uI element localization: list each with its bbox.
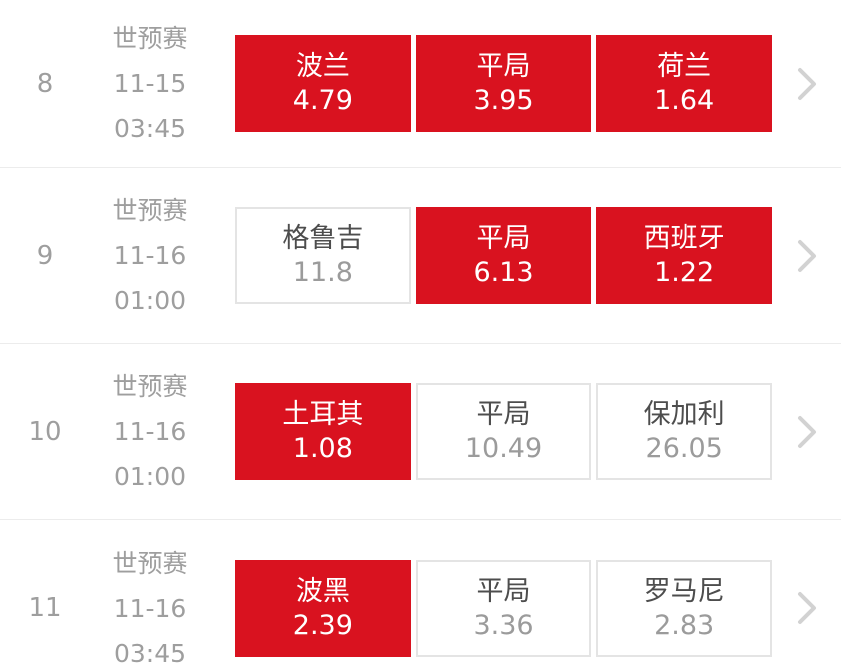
odds-value: 3.36 bbox=[473, 609, 534, 641]
league-name: 世预赛 bbox=[112, 548, 188, 578]
match-time: 03:45 bbox=[113, 638, 187, 667]
match-date: 11-16 bbox=[113, 417, 187, 446]
team-name: 格鲁吉 bbox=[282, 223, 364, 254]
match-meta: 世预赛 11-16 01:00 bbox=[90, 188, 210, 323]
odds-button-away[interactable]: 保加利 26.05 bbox=[596, 383, 773, 480]
team-name: 保加利 bbox=[643, 399, 725, 430]
match-date: 11-15 bbox=[113, 69, 187, 98]
odds-value: 1.64 bbox=[654, 85, 715, 116]
chevron-right-icon bbox=[797, 415, 816, 448]
team-name: 西班牙 bbox=[643, 223, 725, 254]
match-time: 01:00 bbox=[113, 286, 187, 315]
odds-value: 11.8 bbox=[292, 257, 353, 288]
team-name: 土耳其 bbox=[282, 399, 364, 430]
odds-value: 1.08 bbox=[292, 433, 353, 464]
odds-button-home[interactable]: 波兰 4.79 bbox=[235, 35, 411, 132]
odds-button-draw[interactable]: 平局 10.49 bbox=[415, 383, 592, 480]
chevron-right-icon bbox=[797, 592, 816, 624]
league-name: 世预赛 bbox=[112, 372, 188, 401]
match-number: 9 bbox=[36, 240, 54, 271]
draw-label: 平局 bbox=[476, 575, 531, 607]
odds-value: 4.79 bbox=[292, 85, 353, 116]
team-name: 波黑 bbox=[295, 575, 350, 607]
match-date: 11-16 bbox=[113, 593, 187, 623]
match-number: 10 bbox=[28, 416, 62, 447]
odds-group: 波黑 2.39 平局 3.36 罗马尼 2.83 bbox=[235, 559, 773, 657]
match-number: 11 bbox=[28, 593, 62, 623]
match-date: 11-16 bbox=[113, 241, 187, 270]
match-time: 03:45 bbox=[113, 114, 187, 143]
odds-button-away[interactable]: 罗马尼 2.83 bbox=[596, 559, 773, 657]
odds-button-away[interactable]: 西班牙 1.22 bbox=[596, 207, 773, 304]
draw-label: 平局 bbox=[476, 399, 531, 430]
match-row: 10 世预赛 11-16 01:00 土耳其 1.08 平局 10.49 保加利… bbox=[0, 344, 841, 520]
draw-label: 平局 bbox=[476, 51, 531, 82]
row-detail-link[interactable] bbox=[772, 64, 841, 104]
match-time: 01:00 bbox=[113, 462, 187, 491]
odds-group: 波兰 4.79 平局 3.95 荷兰 1.64 bbox=[235, 35, 773, 132]
odds-group: 土耳其 1.08 平局 10.49 保加利 26.05 bbox=[235, 383, 773, 480]
league-name: 世预赛 bbox=[112, 24, 188, 53]
match-number: 8 bbox=[36, 68, 54, 99]
row-detail-link[interactable] bbox=[772, 588, 841, 628]
match-meta: 世预赛 11-16 03:45 bbox=[90, 541, 210, 667]
odds-button-draw[interactable]: 平局 3.95 bbox=[415, 35, 592, 132]
row-detail-link[interactable] bbox=[772, 236, 841, 276]
odds-button-home[interactable]: 土耳其 1.08 bbox=[235, 383, 411, 480]
odds-value: 10.49 bbox=[464, 433, 543, 464]
team-name: 罗马尼 bbox=[643, 575, 725, 607]
odds-button-away[interactable]: 荷兰 1.64 bbox=[596, 35, 773, 132]
odds-value: 6.13 bbox=[473, 257, 534, 288]
odds-value: 2.39 bbox=[292, 609, 353, 641]
match-row: 8 世预赛 11-15 03:45 波兰 4.79 平局 3.95 荷兰 1.6… bbox=[0, 0, 841, 168]
odds-value: 26.05 bbox=[645, 433, 723, 464]
match-meta: 世预赛 11-16 01:00 bbox=[90, 364, 210, 499]
chevron-right-icon bbox=[797, 239, 816, 272]
match-row: 9 世预赛 11-16 01:00 格鲁吉 11.8 平局 6.13 西班牙 1… bbox=[0, 168, 841, 344]
league-name: 世预赛 bbox=[112, 196, 188, 225]
team-name: 荷兰 bbox=[657, 51, 712, 82]
odds-button-draw[interactable]: 平局 3.36 bbox=[415, 559, 592, 657]
match-row: 11 世预赛 11-16 03:45 波黑 2.39 平局 3.36 罗马尼 2… bbox=[0, 520, 841, 667]
draw-label: 平局 bbox=[476, 223, 531, 254]
odds-button-home[interactable]: 格鲁吉 11.8 bbox=[235, 207, 411, 304]
odds-value: 1.22 bbox=[654, 257, 715, 288]
odds-value: 2.83 bbox=[654, 609, 715, 641]
odds-value: 3.95 bbox=[473, 85, 534, 116]
chevron-right-icon bbox=[797, 67, 816, 100]
odds-group: 格鲁吉 11.8 平局 6.13 西班牙 1.22 bbox=[235, 207, 773, 304]
match-meta: 世预赛 11-15 03:45 bbox=[90, 16, 210, 151]
odds-button-draw[interactable]: 平局 6.13 bbox=[415, 207, 592, 304]
row-detail-link[interactable] bbox=[772, 412, 841, 452]
team-name: 波兰 bbox=[295, 51, 350, 82]
odds-button-home[interactable]: 波黑 2.39 bbox=[235, 559, 411, 657]
